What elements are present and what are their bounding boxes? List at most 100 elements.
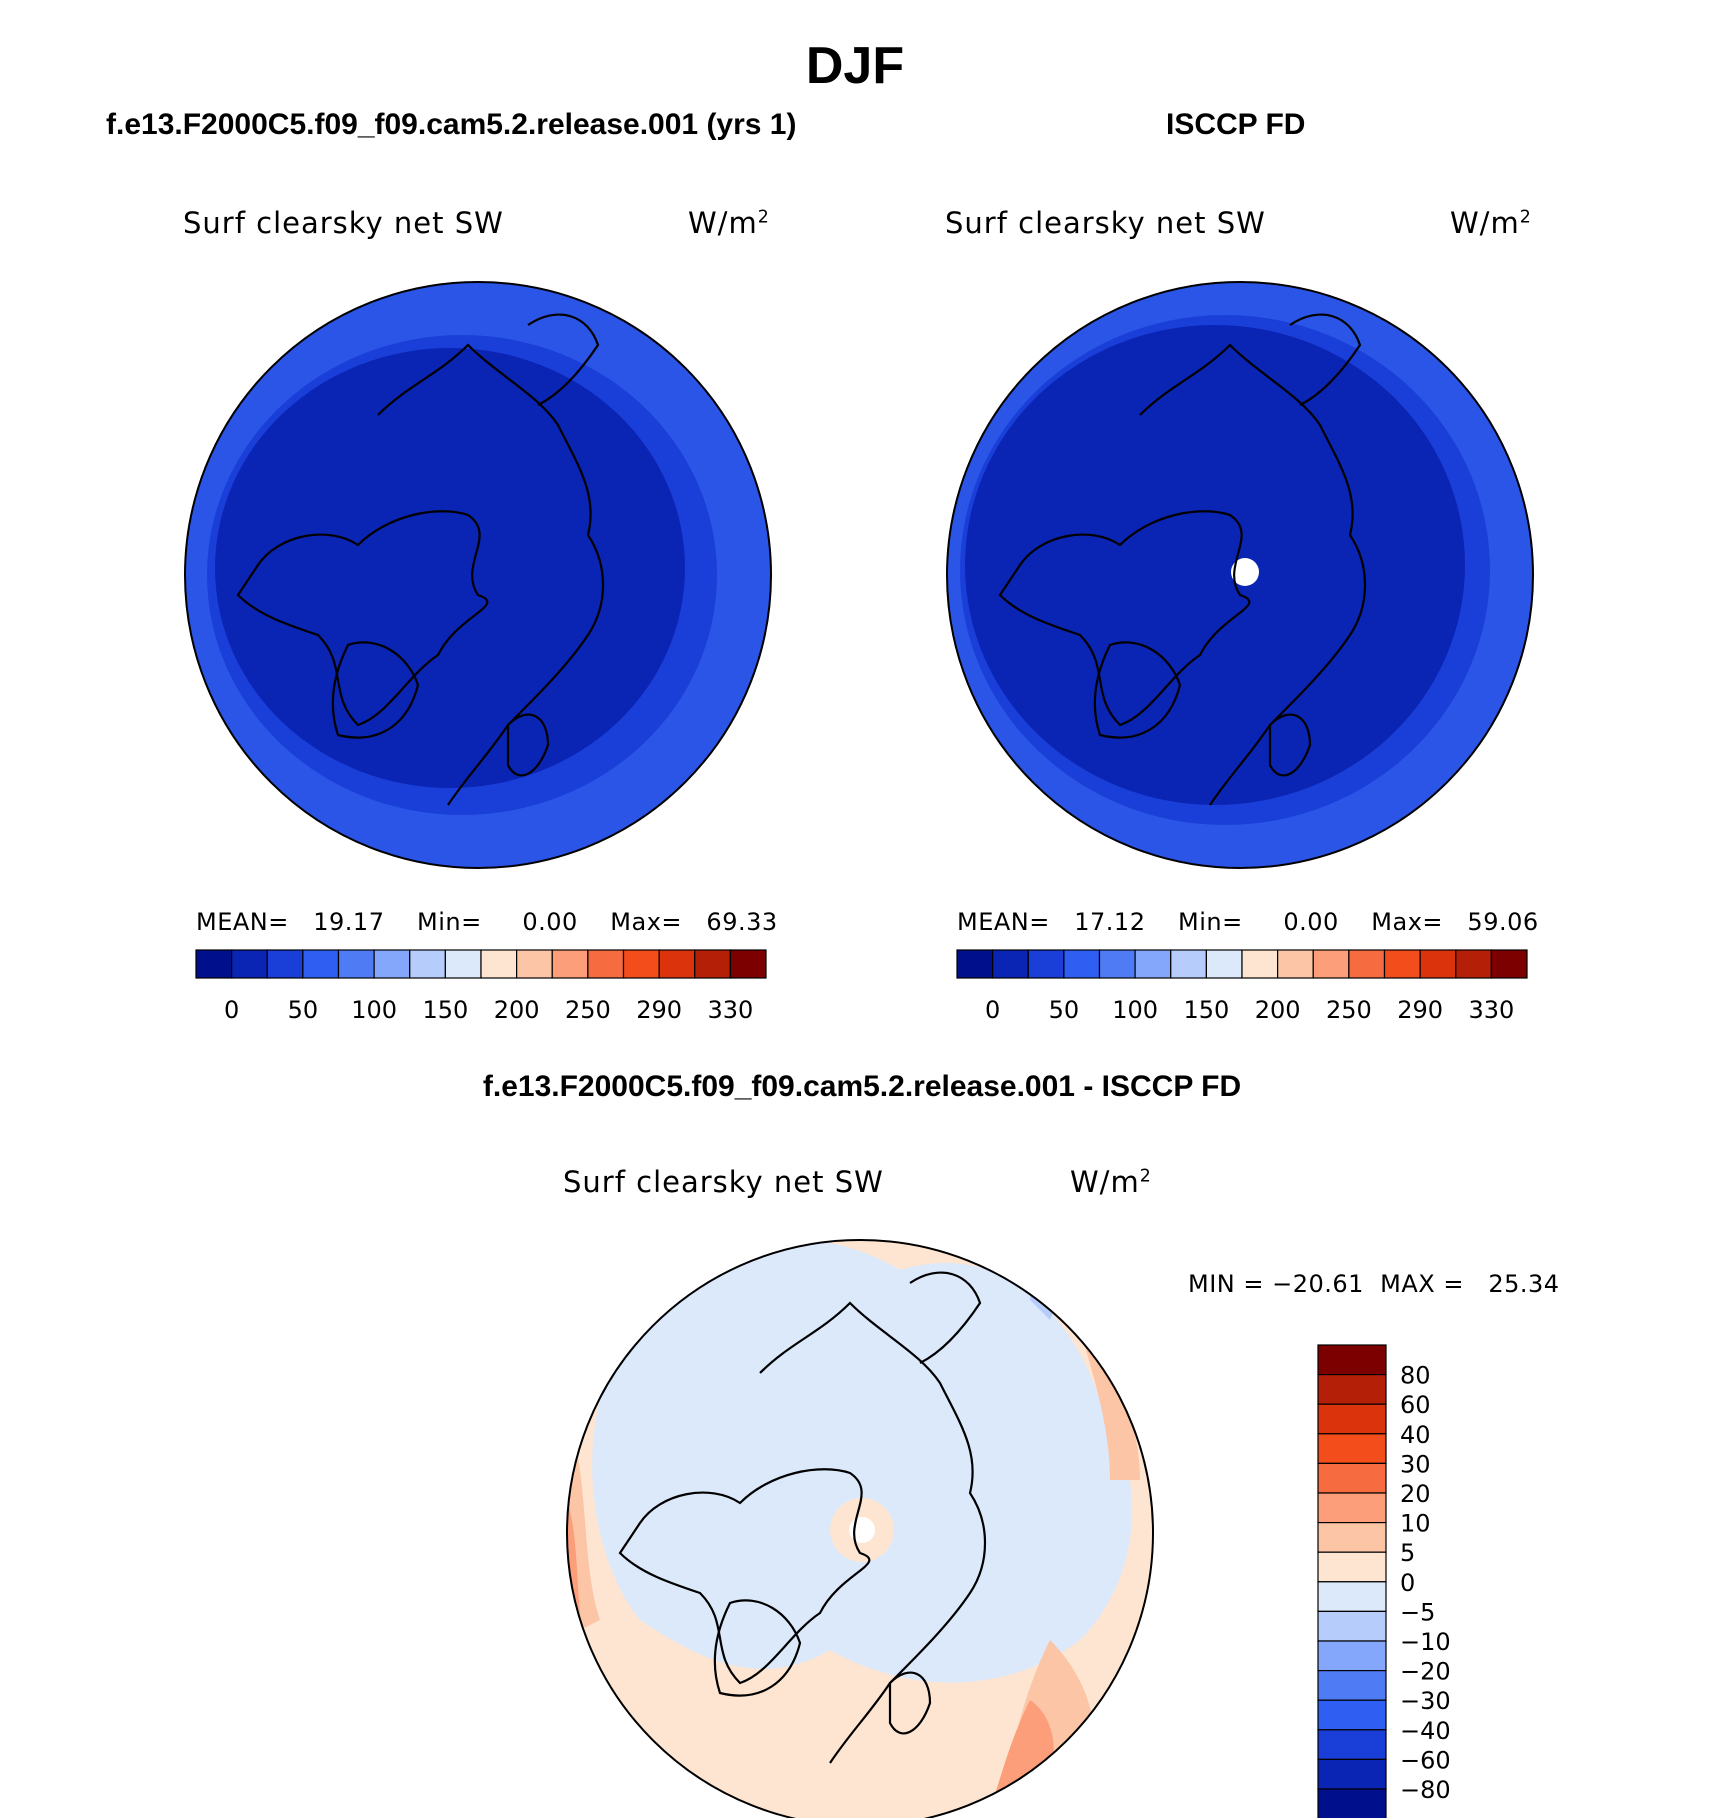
panel1-colorbar-tick-label: 200	[494, 996, 540, 1024]
panel2-colorbar-tick-label: 290	[1397, 996, 1443, 1024]
panel3-colorbar-tick-label: 5	[1400, 1539, 1415, 1567]
panel2-colorbar-tick-label: 0	[985, 996, 1000, 1024]
panel2-coastlines	[998, 313, 1366, 806]
panel3-coastlines	[618, 1271, 986, 1764]
panel1-colorbar-swatch	[195, 949, 233, 979]
panel1-colorbar-swatch	[587, 949, 625, 979]
panel3-stats: MIN = −20.61 MAX = 25.34	[1188, 1270, 1560, 1298]
panel2-colorbar-swatch	[1063, 949, 1101, 979]
panel2-colorbar-tick-label: 50	[1049, 996, 1080, 1024]
panel3-colorbar-tick-label: −10	[1400, 1628, 1451, 1656]
panel3-colorbar-swatch	[1317, 1551, 1387, 1583]
panel2-units: W/m2	[1450, 206, 1532, 240]
panel3-colorbar-tick-label: 60	[1400, 1391, 1431, 1419]
panel1-colorbar-swatch	[444, 949, 482, 979]
panel2-colorbar-swatch	[1098, 949, 1136, 979]
panel2-colorbar: 0 50 100 150 200 250 290 330	[956, 949, 1528, 1024]
panel3-colorbar-swatch	[1317, 1462, 1387, 1494]
panel3-colorbar-swatch	[1317, 1492, 1387, 1524]
panel3-colorbar-tick-label: −20	[1400, 1658, 1451, 1686]
panel3-colorbar-tick-label: 0	[1400, 1569, 1415, 1597]
panel1-colorbar-swatch	[622, 949, 660, 979]
panel2-variable: Surf clearsky net SW	[945, 206, 1266, 240]
panel2-colorbar-swatch	[1312, 949, 1350, 979]
panel3-colorbar-swatch	[1317, 1403, 1387, 1435]
panel2-map-border	[946, 281, 1534, 869]
panel1-colorbar-swatch	[266, 949, 304, 979]
panel2-colorbar-tick-label: 250	[1326, 996, 1372, 1024]
panel3-colorbar-swatch	[1317, 1788, 1387, 1818]
panel1-colorbar-tick-label: 250	[565, 996, 611, 1024]
panel3-colorbar-tick-label: −30	[1400, 1687, 1451, 1715]
panel3-colorbar-swatch	[1317, 1669, 1387, 1701]
panel2-colorbar-swatch	[1027, 949, 1065, 979]
panel1-colorbar-swatch	[302, 949, 340, 979]
panel3-colorbar-swatch	[1317, 1758, 1387, 1790]
panel1-colorbar-tick-label: 330	[707, 996, 753, 1024]
page-title: DJF	[805, 37, 905, 95]
panel1-colorbar-swatch	[516, 949, 553, 979]
panel3-colorbar-swatch	[1317, 1344, 1387, 1376]
panel1-map-border	[184, 281, 772, 869]
panel1-colorbar-swatch	[373, 949, 411, 979]
panel2-colorbar-swatch	[1277, 949, 1314, 979]
panel1-colorbar-swatch	[231, 949, 268, 979]
panel2-colorbar-swatch	[1134, 949, 1172, 979]
panel2-map	[947, 282, 1533, 868]
panel3-colorbar-tick-label: −80	[1400, 1776, 1451, 1804]
panel1-map	[185, 282, 771, 868]
panel2-colorbar-tick-label: 200	[1255, 996, 1301, 1024]
panel2-colorbar-swatch	[1170, 949, 1207, 979]
panel3-colorbar-tick-label: −5	[1400, 1598, 1435, 1626]
panel1-colorbar-tick-label: 0	[224, 996, 239, 1024]
panel1-colorbar-swatch	[480, 949, 518, 979]
panel3-colorbar-tick-label: 10	[1400, 1510, 1431, 1538]
panel1-colorbar-swatch	[658, 949, 696, 979]
panel2-colorbar-swatch	[1383, 949, 1421, 979]
panel1-colorbar-tick-label: 150	[422, 996, 468, 1024]
panel1-colorbar: 0 50 100 150 200 250 290 330	[195, 949, 767, 1024]
panel1-title: f.e13.F2000C5.f09_f09.cam5.2.release.001…	[106, 108, 797, 141]
panel3-colorbar-swatch	[1317, 1433, 1387, 1465]
panel3-map-border	[566, 1239, 1154, 1818]
panel1-colorbar-swatch	[551, 949, 589, 979]
panel2-colorbar-tick-label: 100	[1112, 996, 1158, 1024]
panel2-colorbar-swatch	[1455, 949, 1492, 979]
panel3-map	[567, 1240, 1153, 1818]
panel3-colorbar-tick-label: −40	[1400, 1717, 1451, 1745]
panel3-colorbar-tick-label: −60	[1400, 1746, 1451, 1774]
panel1-colorbar-swatch	[729, 949, 767, 979]
panel1-colorbar-tick-label: 100	[351, 996, 397, 1024]
panel3-colorbar-tick-label: 80	[1400, 1362, 1431, 1390]
panel3-colorbar-tick-label: 40	[1400, 1421, 1431, 1449]
panel1-colorbar-swatch	[694, 949, 731, 979]
panel1-colorbar-tick-label: 290	[636, 996, 682, 1024]
panel3-colorbar-swatch	[1317, 1729, 1387, 1761]
panel2-colorbar-swatch	[956, 949, 994, 979]
panel2-colorbar-swatch	[1241, 949, 1279, 979]
panel2-colorbar-swatch	[1419, 949, 1457, 979]
panel2-colorbar-swatch	[992, 949, 1029, 979]
panel3-colorbar-swatch	[1317, 1521, 1387, 1553]
panel2-colorbar-swatch	[1490, 949, 1528, 979]
panel3-colorbar-tick-label: 20	[1400, 1480, 1431, 1508]
panel3-units: W/m2	[1070, 1165, 1152, 1199]
panel1-stats: MEAN= 19.17 Min= 0.00 Max= 69.33	[196, 908, 778, 936]
panel1-variable: Surf clearsky net SW	[183, 206, 504, 240]
panel1-colorbar-swatch	[409, 949, 446, 979]
panel1-colorbar-tick-label: 50	[288, 996, 319, 1024]
panel2-colorbar-swatch	[1348, 949, 1386, 979]
panel2-stats: MEAN= 17.12 Min= 0.00 Max= 59.06	[957, 908, 1539, 936]
panel2-colorbar-tick-label: 330	[1468, 996, 1514, 1024]
panel3-colorbar-tick-label: 30	[1400, 1450, 1431, 1478]
panel3-colorbar-swatch	[1317, 1610, 1387, 1642]
panel3-title: f.e13.F2000C5.f09_f09.cam5.2.release.001…	[482, 1070, 1242, 1103]
panel2-title: ISCCP FD	[1166, 108, 1306, 141]
panel1-units: W/m2	[688, 206, 770, 240]
panel3-colorbar-swatch	[1317, 1640, 1387, 1672]
panel1-colorbar-swatch	[337, 949, 375, 979]
panel3-colorbar-swatch	[1317, 1373, 1387, 1405]
panel3-variable: Surf clearsky net SW	[563, 1165, 884, 1199]
